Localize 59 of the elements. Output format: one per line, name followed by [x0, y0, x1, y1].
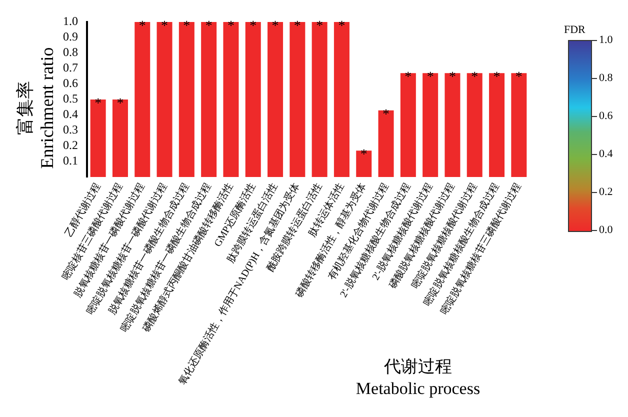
bar — [334, 22, 350, 177]
bar — [356, 150, 372, 177]
color-bar-label: 0.8 — [598, 71, 613, 85]
data-label: * — [426, 70, 434, 86]
bar — [268, 22, 284, 177]
data-label: * — [138, 19, 146, 34]
color-bar-label: 0.0 — [598, 223, 613, 237]
data-label: * — [250, 19, 257, 34]
data-label: * — [294, 19, 301, 34]
bar — [444, 73, 460, 177]
bar — [201, 22, 217, 177]
bar — [156, 22, 172, 177]
color-bar-label: 0.4 — [598, 147, 613, 161]
data-label: * — [338, 19, 346, 34]
data-label: * — [94, 96, 102, 112]
data-label: * — [227, 19, 234, 34]
bar — [134, 22, 150, 177]
data-label: * — [183, 19, 190, 34]
bar — [178, 22, 194, 177]
data-label: * — [116, 96, 124, 112]
y-tick-label: 0.4 — [63, 107, 78, 122]
data-label: * — [272, 19, 279, 34]
data-label: * — [448, 70, 456, 86]
y-tick-label: 0.5 — [63, 92, 78, 106]
bar — [312, 22, 328, 177]
bar — [489, 73, 505, 177]
data-label: * — [360, 148, 368, 163]
bar — [112, 100, 128, 177]
data-label: * — [161, 19, 168, 34]
bar — [245, 22, 261, 177]
y-tick-label: 1.0 — [63, 14, 78, 28]
data-label: * — [205, 19, 212, 34]
y-tick-label: 0.8 — [63, 45, 78, 60]
data-label: * — [316, 19, 324, 34]
data-label: * — [404, 70, 412, 86]
data-label: * — [382, 107, 390, 122]
color-bar-label: 1.0 — [598, 33, 613, 47]
x-axis-title: 代谢过程 Metabolic process — [356, 356, 480, 400]
y-axis-title: 富集率 Enrichment ratio — [14, 47, 58, 169]
data-label: * — [471, 70, 478, 86]
color-bar-label: 0.6 — [598, 109, 613, 123]
bar — [511, 73, 527, 177]
color-bar-title: FDR — [564, 24, 586, 36]
y-tick-label: 0.9 — [63, 30, 78, 44]
data-label: * — [493, 70, 500, 86]
y-tick-label: 0.1 — [63, 154, 78, 168]
y-tick-label: 0.6 — [63, 76, 78, 90]
bar — [223, 22, 239, 177]
bar — [466, 73, 482, 177]
color-bar-label: 0.2 — [598, 185, 613, 199]
bar — [422, 73, 438, 177]
bar — [290, 22, 306, 177]
y-tick-label: 0.7 — [63, 60, 78, 75]
bar — [90, 100, 106, 177]
bar — [378, 110, 394, 177]
y-tick-label: 0.2 — [63, 138, 78, 152]
bar — [400, 73, 416, 177]
y-tick-label: 0.3 — [63, 122, 78, 137]
data-label: * — [515, 70, 522, 86]
